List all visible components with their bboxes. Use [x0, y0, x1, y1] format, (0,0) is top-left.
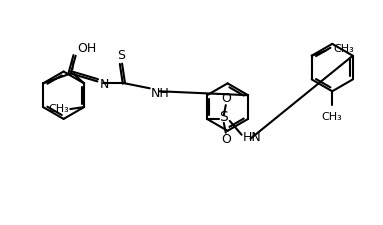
Text: NH: NH: [151, 87, 169, 100]
Text: CH₃: CH₃: [334, 44, 354, 54]
Text: S: S: [117, 49, 125, 62]
Text: I: I: [70, 60, 74, 73]
Text: OH: OH: [78, 42, 97, 55]
Text: O: O: [221, 133, 231, 146]
Text: S: S: [219, 110, 228, 124]
Text: CH₃: CH₃: [48, 104, 69, 114]
Text: N: N: [99, 78, 109, 91]
Text: CH₃: CH₃: [322, 112, 343, 122]
Text: O: O: [221, 92, 231, 105]
Text: HN: HN: [242, 131, 261, 144]
